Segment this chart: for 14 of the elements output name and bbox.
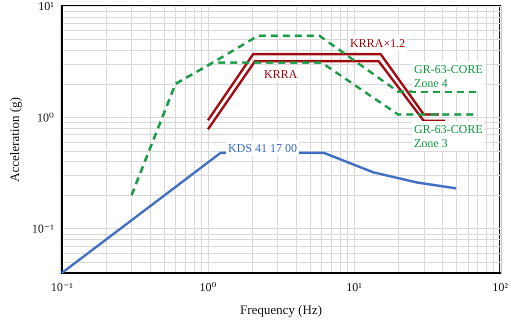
x-tick-label: 10² [492,280,508,294]
series-label: KRRA×1.2 [350,36,406,50]
x-axis-title: Frequency (Hz) [240,302,322,317]
series-label: GR-63-CORE Zone 4 [414,62,483,90]
x-tick-label: 10⁰ [200,280,217,294]
series-label: GR-63-CORE Zone 3 [414,122,483,150]
y-tick-label: 10¹ [38,0,54,13]
x-tick-label: 10¹ [346,280,362,294]
y-tick-label: 10⁻¹ [32,222,54,236]
series-label: KRRA [264,67,298,81]
y-axis-title: Acceleration (g) [7,97,22,182]
y-tick-label: 10⁰ [37,110,54,124]
x-tick-label: 10⁻¹ [50,280,74,294]
series-label: KDS 41 17 00 [228,141,298,155]
